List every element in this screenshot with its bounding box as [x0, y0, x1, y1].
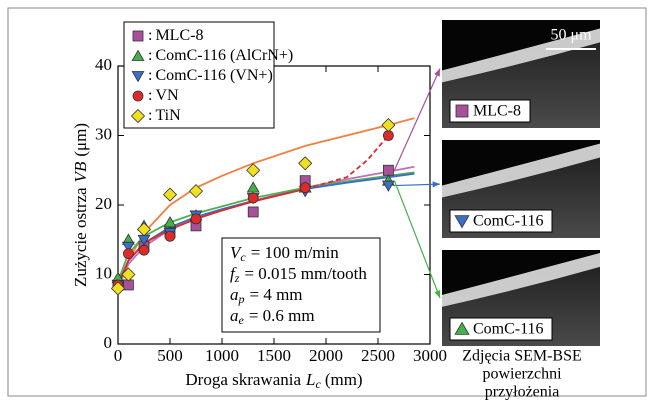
x-tick-label: 2500 — [361, 346, 395, 365]
data-point — [190, 185, 203, 198]
x-tick-label: 2000 — [309, 346, 343, 365]
legend-name: ComC-116 (AlCrN+) — [155, 47, 293, 64]
legend-label: :ComC-116 (VN+) — [148, 67, 273, 84]
x-tick-label: 500 — [157, 346, 183, 365]
legend-prefix: : — [148, 47, 152, 64]
annotation-rest: = 4 mm — [250, 285, 303, 304]
data-point — [248, 207, 258, 217]
y-tick-label: 30 — [95, 124, 112, 143]
arrow — [394, 69, 440, 171]
legend-label: :MLC-8 — [148, 27, 203, 44]
y-tick-label: 10 — [95, 263, 112, 282]
data-point — [382, 119, 395, 132]
data-point — [383, 181, 395, 191]
data-point — [191, 214, 201, 224]
annotation-sub: e — [239, 313, 245, 327]
caption: przyłożenia — [485, 384, 560, 401]
caption: powierzchni — [482, 366, 562, 383]
legend-name: MLC-8 — [155, 27, 203, 44]
x-label-text: Droga skrawania — [185, 370, 301, 389]
legend-prefix: : — [148, 67, 152, 84]
data-point — [300, 183, 310, 193]
image-label: MLC-8 — [473, 103, 521, 120]
y-label-unit: (μm) — [71, 123, 90, 157]
data-point — [247, 182, 259, 192]
annotation-sub: p — [238, 292, 245, 306]
data-point — [123, 249, 133, 259]
data-point — [299, 157, 312, 170]
legend-prefix: : — [148, 27, 152, 44]
legend-prefix: : — [148, 107, 152, 124]
y-tick-label: 0 — [104, 333, 113, 352]
legend-label: :ComC-116 (AlCrN+) — [148, 47, 293, 64]
x-label-unit: (mm) — [325, 370, 363, 389]
image-label: ComC-116 — [473, 213, 544, 230]
legend-marker — [133, 91, 143, 101]
legend-marker — [133, 31, 143, 41]
data-point — [139, 245, 149, 255]
y-tick-label: 20 — [95, 194, 112, 213]
caption: Zdjęcia SEM-BSE — [462, 348, 582, 365]
data-point — [164, 188, 177, 201]
annotation-rest: = 0.6 mm — [249, 306, 315, 325]
annotation: fz= 0.015 mm/tooth — [230, 264, 367, 285]
arrow-head — [433, 181, 440, 187]
y-tick-label: 40 — [95, 55, 112, 74]
arrow — [394, 181, 440, 298]
y-label-symbol: VB — [71, 161, 90, 182]
legend-name: VN — [155, 87, 179, 104]
legend-name: TiN — [155, 107, 181, 124]
image-label-marker — [456, 105, 468, 117]
x-tick-label: 0 — [114, 346, 123, 365]
plot: 0 10 20 30 40 0 500 1000 1500 2000 2500 3000 Droga s… — [71, 22, 447, 391]
annotation-rest: = 100 m/min — [251, 243, 339, 262]
y-label-text: Zużycie ostrza — [71, 187, 90, 287]
figure: 0 10 20 30 40 0 500 1000 1500 2000 2500 3000 Droga s… — [0, 0, 654, 404]
annotation-sub: c — [240, 250, 246, 264]
x-tick-label: 1500 — [257, 346, 291, 365]
legend-name: ComC-116 (VN+) — [155, 67, 272, 84]
annotation-symbol: a — [230, 285, 239, 304]
scale-bar-label: 50 μm — [550, 27, 592, 44]
x-tick-label: 1000 — [205, 346, 239, 365]
annotation-sub: z — [234, 271, 240, 285]
x-label-symbol: L — [305, 370, 315, 389]
annotation-symbol: a — [230, 306, 239, 325]
data-point — [248, 193, 258, 203]
data-point — [383, 165, 393, 175]
x-tick-label: 3000 — [413, 346, 447, 365]
y-axis-label: Zużycie ostrza VB (μm) — [71, 123, 90, 287]
data-point — [165, 231, 175, 241]
x-label-sub: c — [316, 377, 322, 391]
arrow-head — [434, 290, 440, 298]
annotation-rest: = 0.015 mm/tooth — [244, 264, 367, 283]
image-label: ComC-116 — [473, 321, 544, 338]
legend-prefix: : — [148, 87, 152, 104]
